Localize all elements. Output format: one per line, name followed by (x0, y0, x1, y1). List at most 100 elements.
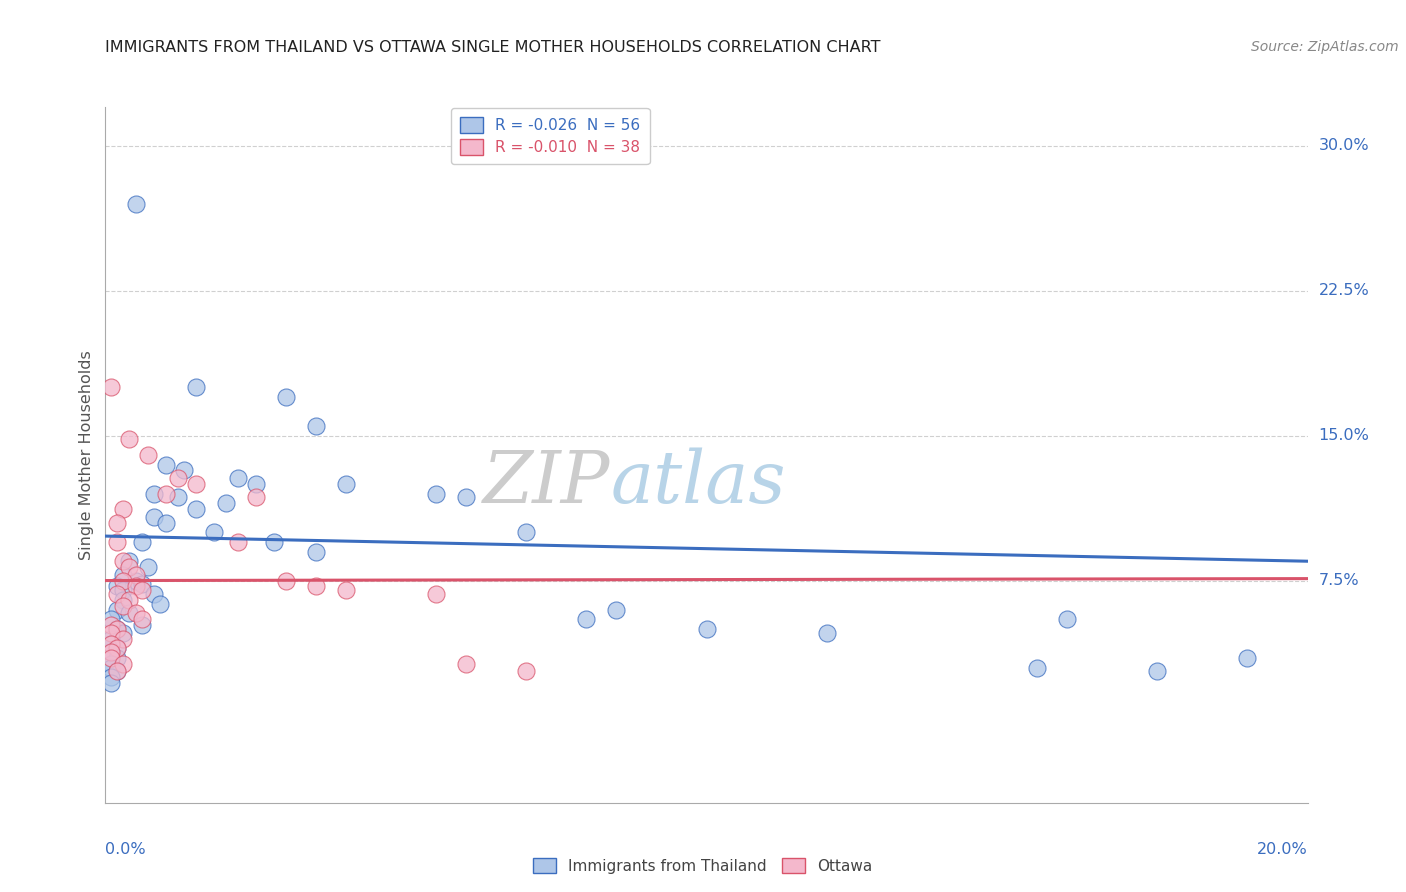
Point (107, 602, 129, 616)
Text: 7.5%: 7.5% (1319, 573, 1360, 588)
Point (815, 625, 838, 640)
Point (107, 665, 129, 679)
Point (100, 637, 122, 651)
Text: ZIP: ZIP (484, 448, 610, 518)
Point (454, 491, 477, 505)
Point (305, 579, 328, 593)
Point (515, 665, 537, 679)
Point (118, 554, 141, 568)
Point (454, 657, 477, 671)
Legend: R = -0.026  N = 56, R = -0.010  N = 38: R = -0.026 N = 56, R = -0.010 N = 38 (451, 108, 650, 164)
Point (100, 660, 122, 674)
Point (131, 534, 153, 549)
Point (226, 471, 249, 485)
Point (112, 657, 135, 671)
Point (100, 645, 122, 659)
Text: atlas: atlas (610, 448, 786, 518)
Text: 20.0%: 20.0% (1257, 842, 1308, 856)
Point (118, 607, 141, 621)
Point (184, 380, 207, 394)
Point (155, 458, 177, 472)
Point (124, 579, 146, 593)
Point (100, 380, 122, 394)
Point (173, 463, 195, 477)
Text: 22.5%: 22.5% (1319, 283, 1369, 298)
Text: 30.0%: 30.0% (1319, 138, 1369, 153)
Point (1026, 660, 1049, 674)
Point (274, 574, 297, 588)
Point (335, 583, 357, 598)
Point (124, 607, 146, 621)
Point (107, 622, 129, 636)
Point (245, 476, 267, 491)
Point (1146, 665, 1168, 679)
Point (112, 592, 135, 607)
Text: 15.0%: 15.0% (1319, 428, 1369, 443)
Point (107, 534, 129, 549)
Point (1056, 612, 1078, 626)
Point (305, 419, 328, 434)
Point (100, 632, 122, 646)
Point (425, 587, 447, 601)
Point (515, 525, 537, 540)
Point (107, 641, 129, 656)
Point (155, 516, 177, 530)
Point (112, 554, 135, 568)
Point (148, 597, 170, 611)
Point (124, 196, 146, 211)
Point (112, 632, 135, 646)
Point (112, 599, 135, 613)
Y-axis label: Single Mother Households: Single Mother Households (79, 350, 94, 560)
Point (131, 577, 153, 591)
Point (100, 657, 122, 671)
Point (155, 486, 177, 500)
Point (118, 560, 141, 574)
Point (100, 637, 122, 651)
Point (100, 612, 122, 626)
Point (112, 574, 135, 588)
Point (142, 509, 165, 524)
Point (118, 433, 141, 447)
Point (112, 583, 135, 598)
Point (226, 534, 249, 549)
Point (100, 670, 122, 684)
Point (131, 583, 153, 598)
Point (107, 651, 129, 665)
Point (136, 448, 159, 462)
Point (107, 579, 129, 593)
Point (263, 534, 285, 549)
Point (107, 587, 129, 601)
Point (214, 496, 236, 510)
Point (118, 592, 141, 607)
Point (100, 618, 122, 632)
Point (184, 476, 207, 491)
Point (166, 471, 188, 485)
Text: Source: ZipAtlas.com: Source: ZipAtlas.com (1251, 40, 1399, 54)
Point (575, 612, 598, 626)
Point (107, 622, 129, 636)
Point (124, 567, 146, 582)
Point (245, 491, 267, 505)
Point (124, 574, 146, 588)
Point (142, 486, 165, 500)
Point (112, 502, 135, 516)
Point (112, 567, 135, 582)
Point (136, 560, 159, 574)
Point (100, 645, 122, 659)
Point (425, 486, 447, 500)
Point (131, 612, 153, 626)
Point (305, 544, 328, 558)
Point (100, 651, 122, 665)
Text: IMMIGRANTS FROM THAILAND VS OTTAWA SINGLE MOTHER HOUSEHOLDS CORRELATION CHART: IMMIGRANTS FROM THAILAND VS OTTAWA SINGL… (105, 40, 882, 55)
Point (100, 625, 122, 640)
Point (202, 525, 225, 540)
Point (112, 625, 135, 640)
Point (107, 665, 129, 679)
Text: 0.0%: 0.0% (105, 842, 146, 856)
Point (605, 602, 627, 616)
Point (107, 516, 129, 530)
Point (1236, 651, 1258, 665)
Point (696, 622, 718, 636)
Point (107, 641, 129, 656)
Point (166, 491, 188, 505)
